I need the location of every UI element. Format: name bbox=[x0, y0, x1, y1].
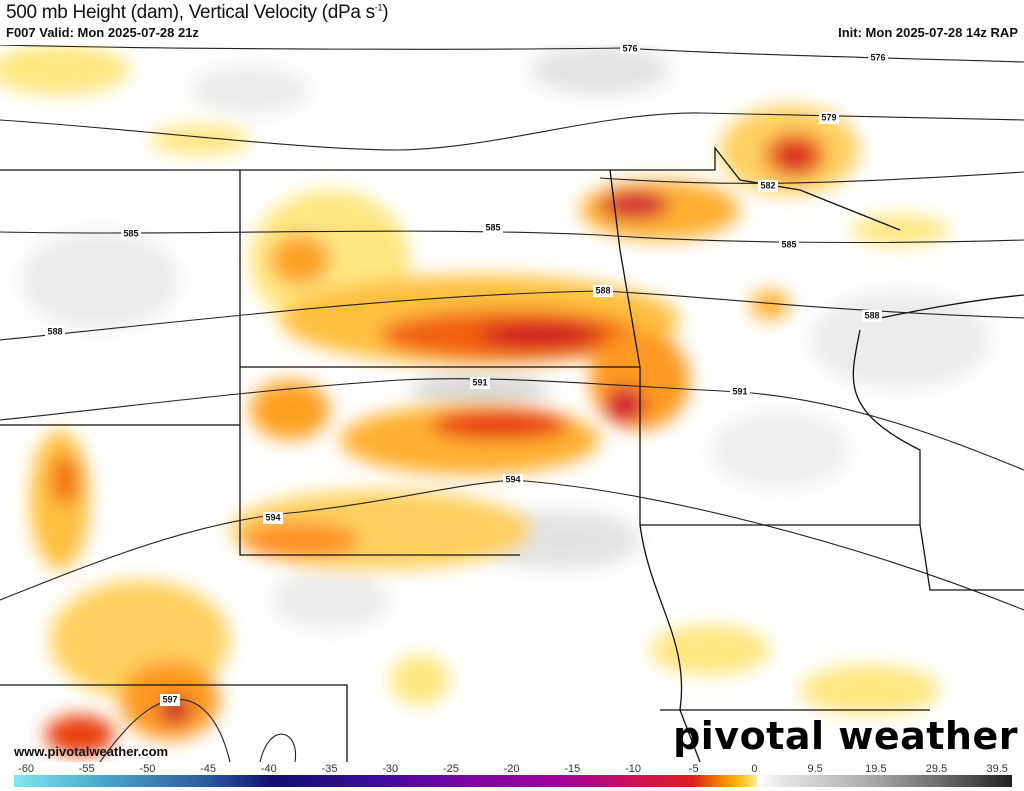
colorbar-tick: -25 bbox=[442, 763, 459, 775]
colorbar-tick: 19.5 bbox=[865, 763, 887, 775]
contour-label: 591 bbox=[732, 386, 747, 396]
contour-label: 588 bbox=[864, 310, 879, 320]
contour-label: 597 bbox=[162, 694, 177, 704]
colorbar-tick: -30 bbox=[382, 763, 399, 775]
colorbar-gradient bbox=[14, 775, 1012, 787]
colorbar-tick: 9.5 bbox=[807, 763, 823, 775]
subsidence-shading bbox=[20, 45, 990, 630]
colorbar-tick: -15 bbox=[564, 763, 581, 775]
colorbar-tick: -20 bbox=[503, 763, 520, 775]
colorbar-tick: -60 bbox=[18, 763, 34, 775]
colorbar-tick: -45 bbox=[200, 763, 217, 775]
contour-label: 579 bbox=[821, 112, 836, 122]
colorbar-tick: 29.5 bbox=[925, 763, 948, 775]
init-time: Init: Mon 2025-07-28 14z RAP bbox=[838, 25, 1018, 40]
colorbar-tick: 39.5 bbox=[986, 763, 1008, 775]
colorbar-tick: -10 bbox=[625, 763, 641, 775]
watermark-url: www.pivotalweather.com bbox=[14, 744, 169, 759]
colorbar-tick: -5 bbox=[688, 763, 699, 775]
pivotal-weather-logo: pivotal weather bbox=[673, 714, 1018, 758]
contour-label: 588 bbox=[47, 326, 62, 336]
colorbar-tick: -55 bbox=[78, 763, 95, 775]
colorbar-tick: -35 bbox=[321, 763, 338, 775]
contour-label: 591 bbox=[472, 377, 487, 387]
weather-map: 576 576 579 582 585 585 585 588 588 588 … bbox=[0, 45, 1024, 762]
contour-label: 594 bbox=[505, 474, 520, 484]
contour-label: 585 bbox=[781, 239, 796, 249]
contour-label: 576 bbox=[870, 52, 885, 62]
contour-label: 585 bbox=[485, 222, 500, 232]
contour-labels: 576 576 579 582 585 585 585 588 588 588 … bbox=[45, 45, 888, 706]
ascent-shading bbox=[0, 45, 950, 755]
state-borders bbox=[0, 146, 1024, 762]
contour-label: 585 bbox=[123, 228, 138, 238]
valid-time: F007 Valid: Mon 2025-07-28 21z bbox=[6, 25, 199, 40]
contour-label: 576 bbox=[622, 45, 637, 53]
map-title: 500 mb Height (dam), Vertical Velocity (… bbox=[6, 2, 389, 23]
colorbar-tick: 0 bbox=[751, 763, 758, 775]
contour-label: 582 bbox=[760, 180, 775, 190]
contour-label: 594 bbox=[265, 512, 280, 522]
colorbar-tick: -50 bbox=[139, 763, 156, 775]
colorbar-tick: -40 bbox=[260, 763, 277, 775]
contour-label: 588 bbox=[595, 285, 610, 295]
